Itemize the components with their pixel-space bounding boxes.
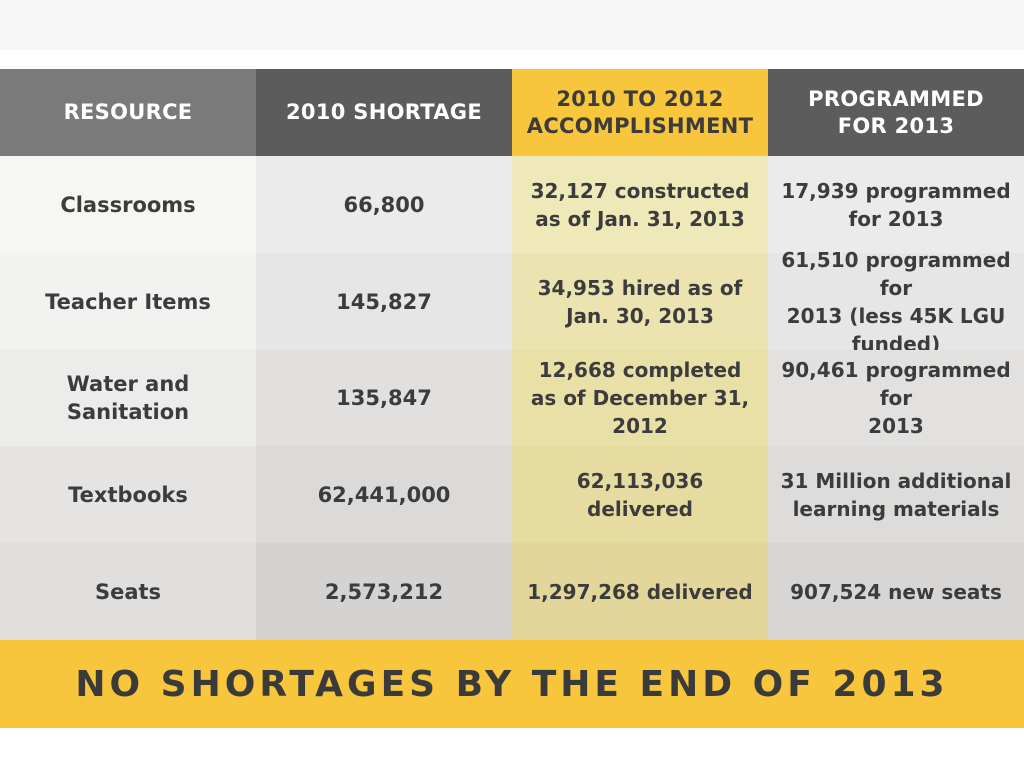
table-cell-programmed: 90,461 programmed for 2013: [768, 350, 1024, 446]
header-accomplishment: 2010 TO 2012 ACCOMPLISHMENT: [512, 69, 768, 156]
table-cell-resource: Seats: [0, 543, 256, 640]
table-cell-shortage: 62,441,000: [256, 446, 512, 543]
table-cell-resource: Teacher Items: [0, 253, 256, 350]
table-cell-resource: Water and Sanitation: [0, 350, 256, 446]
table-cell-resource: Classrooms: [0, 156, 256, 253]
header-2010-shortage: 2010 SHORTAGE: [256, 69, 512, 156]
header-programmed-2013: PROGRAMMED FOR 2013: [768, 69, 1024, 156]
table-cell-shortage: 2,573,212: [256, 543, 512, 640]
table-cell-shortage: 145,827: [256, 253, 512, 350]
table-cell-programmed: 17,939 programmed for 2013: [768, 156, 1024, 253]
table-cell-accomplishment: 12,668 completed as of December 31, 2012: [512, 350, 768, 446]
top-band: [0, 0, 1024, 50]
table-cell-shortage: 135,847: [256, 350, 512, 446]
header-resource: RESOURCE: [0, 69, 256, 156]
table-cell-programmed: 907,524 new seats: [768, 543, 1024, 640]
table-cell-programmed: 31 Million additional learning materials: [768, 446, 1024, 543]
banner-text: NO SHORTAGES BY THE END OF 2013: [75, 663, 949, 705]
table-cell-accomplishment: 34,953 hired as of Jan. 30, 2013: [512, 253, 768, 350]
table-cell-accomplishment: 62,113,036 delivered: [512, 446, 768, 543]
table-cell-accomplishment: 1,297,268 delivered: [512, 543, 768, 640]
table-cell-accomplishment: 32,127 constructed as of Jan. 31, 2013: [512, 156, 768, 253]
table-cell-shortage: 66,800: [256, 156, 512, 253]
resource-table: RESOURCE 2010 SHORTAGE 2010 TO 2012 ACCOM…: [0, 69, 1024, 640]
table-cell-programmed: 61,510 programmed for 2013 (less 45K LGU f…: [768, 248, 1024, 356]
summary-banner: NO SHORTAGES BY THE END OF 2013: [0, 640, 1024, 728]
table-cell-resource: Textbooks: [0, 446, 256, 543]
